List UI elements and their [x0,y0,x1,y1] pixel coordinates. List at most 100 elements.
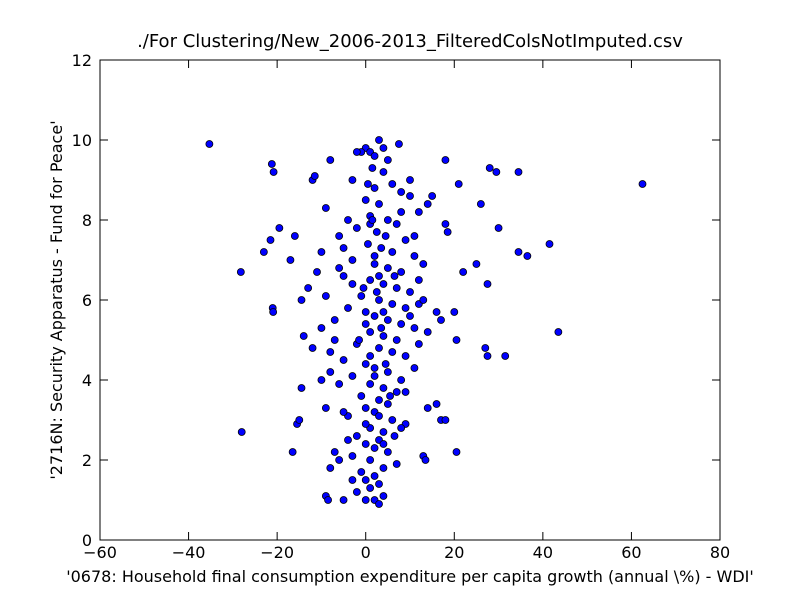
point [414,276,423,284]
point [388,248,397,256]
point [379,332,388,340]
point [339,356,348,364]
point [388,180,397,188]
point [441,220,450,228]
point [383,264,392,272]
point [501,352,510,360]
point [441,416,450,424]
point [514,248,523,256]
point [317,248,326,256]
point [485,164,494,172]
point [419,296,428,304]
point [348,176,357,184]
point [375,412,383,420]
point [366,484,375,492]
y-tick-label: 12 [72,51,92,70]
point [392,220,401,228]
point [379,280,388,288]
point [335,232,344,240]
point [392,460,401,468]
point [370,260,379,268]
point [339,272,348,280]
point [370,184,379,192]
point [348,256,357,264]
point [383,400,392,408]
point [348,476,357,484]
point [321,204,330,212]
point [295,416,304,424]
point [377,244,386,252]
point [370,372,379,380]
point [308,344,317,352]
point [492,168,501,176]
point [397,268,406,276]
point [375,272,383,280]
point [355,336,363,344]
point [357,468,366,476]
point [428,192,437,200]
point [375,500,383,508]
point [375,200,383,208]
point [348,372,357,380]
y-tick-label: 4 [82,371,92,390]
point [421,456,430,464]
point [397,188,406,196]
point [397,320,406,328]
point [324,496,332,504]
point [335,264,344,272]
point [432,308,441,316]
point [472,260,481,268]
y-tick-label: 8 [82,211,92,230]
point [339,408,348,416]
point [361,440,370,448]
point [406,288,414,296]
x-tick-label: −20 [260,543,294,562]
point [368,164,377,172]
point [452,448,461,456]
point [205,140,214,148]
point [375,396,383,404]
point [401,352,410,360]
point [361,196,370,204]
point [379,464,388,472]
point [352,224,361,232]
point [410,364,419,372]
point [523,252,532,260]
y-tick-label: 2 [82,451,92,470]
point [406,312,414,320]
point [450,308,459,316]
point [423,404,432,412]
point [299,332,308,340]
point [366,276,375,284]
point [330,448,339,456]
x-tick-label: 80 [710,543,730,562]
point [236,268,245,276]
point [321,404,330,412]
point [392,336,401,344]
point [414,208,423,216]
point [381,360,390,368]
point [352,148,361,156]
point [266,236,275,244]
point [379,308,388,316]
point [483,352,492,360]
point [494,224,503,232]
point [326,464,335,472]
point [381,232,390,240]
point [454,180,463,188]
point [388,300,397,308]
point [344,436,352,444]
point [383,156,392,164]
point [388,416,397,424]
point [379,168,388,176]
chart-title: ./For Clustering/New_2006-2013_FilteredC… [137,31,683,52]
y-tick-label: 6 [82,291,92,310]
point [361,360,370,368]
point [359,284,368,292]
point [370,252,379,260]
point [286,256,295,264]
point [269,168,278,176]
point [397,208,406,216]
point [310,172,319,180]
point [395,140,403,148]
